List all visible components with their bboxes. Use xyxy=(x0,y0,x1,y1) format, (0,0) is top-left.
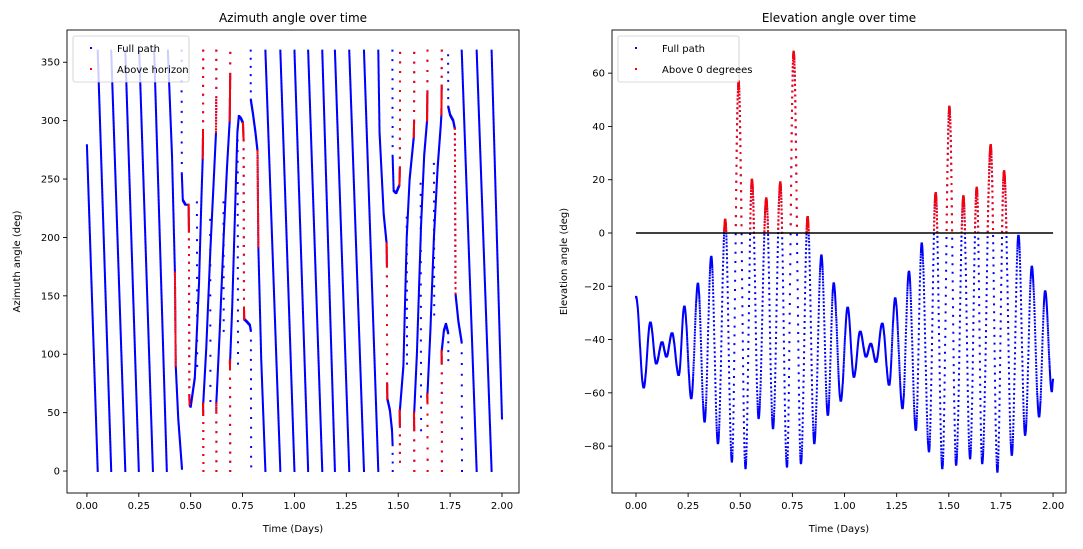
azimuth-chart: 0.00 0.25 0.50 0.75 1.00 1.25 1.50 1.75 2.00 0 50 1… xyxy=(12,11,520,535)
series-full-path xyxy=(85,49,504,472)
legend: Full path Above 0 degreees xyxy=(617,35,753,83)
y-tick-label: 250 xyxy=(41,175,60,186)
y-tick-label: −80 xyxy=(584,442,605,453)
x-tick-label: 1.75 xyxy=(439,501,461,512)
x-axis-label: Time (Days) xyxy=(808,524,870,535)
legend-box xyxy=(72,35,190,83)
x-tick-label: 1.25 xyxy=(335,501,357,512)
series-above-threshold xyxy=(173,49,457,472)
legend: Full path Above horizon xyxy=(72,35,190,83)
x-tick-label: 0.25 xyxy=(128,501,150,512)
x-tick-label: 0.50 xyxy=(180,501,202,512)
y-tick-label: 60 xyxy=(592,69,605,80)
x-tick-label: 1.00 xyxy=(283,501,305,512)
legend-entry: Full path xyxy=(117,44,160,55)
y-tick-label: 20 xyxy=(592,175,605,186)
y-tick-label: 200 xyxy=(41,233,60,244)
y-tick-label: −20 xyxy=(584,282,605,293)
x-tick-label: 0.75 xyxy=(231,501,253,512)
legend-entry: Above 0 degreees xyxy=(662,65,753,76)
series-full-path xyxy=(635,50,1054,473)
legend-entry: Above horizon xyxy=(117,65,189,76)
legend-marker xyxy=(635,68,637,70)
y-tick-label: 300 xyxy=(41,116,60,127)
legend-marker xyxy=(635,47,637,49)
axes-frame xyxy=(611,29,1067,494)
x-tick-label: 1.50 xyxy=(387,501,409,512)
series-above-threshold xyxy=(723,50,1008,234)
legend-marker xyxy=(90,47,92,49)
plot-area xyxy=(635,50,1054,473)
y-tick-label: 0 xyxy=(599,228,605,239)
x-tick-label: 2.00 xyxy=(1042,501,1064,512)
x-axis-label: Time (Days) xyxy=(262,524,324,535)
legend-entry: Full path xyxy=(662,44,705,55)
x-tick-label: 1.75 xyxy=(990,501,1012,512)
x-tick-label: 0.00 xyxy=(625,501,647,512)
x-tick-label: 2.00 xyxy=(491,501,513,512)
chart-title: Elevation angle over time xyxy=(762,11,916,25)
x-tick-label: 1.00 xyxy=(833,501,855,512)
x-tick-label: 0.25 xyxy=(677,501,699,512)
y-axis-label: Azimuth angle (deg) xyxy=(12,210,23,312)
y-tick-label: 150 xyxy=(41,291,60,302)
y-tick-label: 40 xyxy=(592,122,605,133)
y-tick-label: −40 xyxy=(584,335,605,346)
y-tick-label: 100 xyxy=(41,350,60,361)
x-tick-label: 0.75 xyxy=(781,501,803,512)
plot-area xyxy=(85,49,504,472)
y-tick-label: −60 xyxy=(584,388,605,399)
y-tick-label: 0 xyxy=(54,467,60,478)
legend-marker xyxy=(90,68,92,70)
axes-frame xyxy=(66,29,520,494)
x-tick-label: 1.25 xyxy=(886,501,908,512)
chart-title: Azimuth angle over time xyxy=(219,11,367,25)
y-tick-label: 50 xyxy=(47,408,60,419)
x-tick-label: 0.00 xyxy=(76,501,98,512)
legend-box xyxy=(617,35,740,83)
y-tick-label: 350 xyxy=(41,58,60,69)
y-axis-label: Elevation angle (deg) xyxy=(559,208,570,315)
x-tick-label: 1.50 xyxy=(938,501,960,512)
x-tick-label: 0.50 xyxy=(729,501,751,512)
elevation-chart: 0.00 0.25 0.50 0.75 1.00 1.25 1.50 1.75 2.00 −80 −… xyxy=(559,11,1067,535)
